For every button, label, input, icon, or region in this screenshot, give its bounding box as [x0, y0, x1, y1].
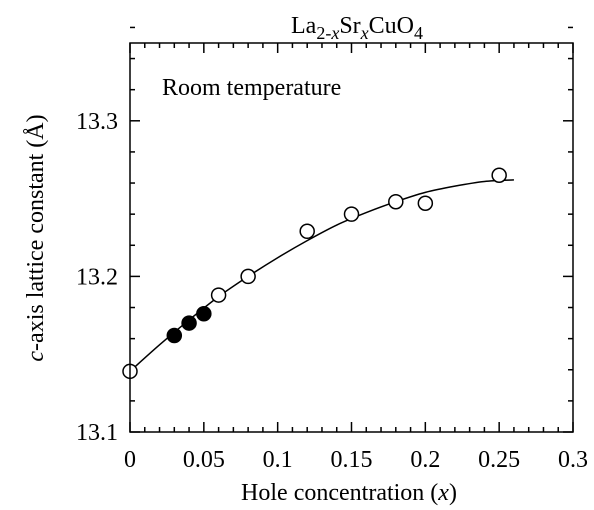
title-part-sub-x2: x — [360, 23, 369, 43]
open-data-point — [343, 206, 360, 222]
title-part-la: La — [291, 13, 317, 39]
y-tick-label: 13.3 — [76, 109, 118, 135]
x-tick-label: 0.3 — [558, 447, 588, 473]
x-tick-label: 0.15 — [331, 447, 373, 473]
x-tick-label: 0.1 — [263, 447, 293, 473]
x-axis-label-suffix: ) — [449, 480, 457, 506]
filled-data-point — [181, 315, 197, 331]
annotation-room-temperature: Room temperature — [162, 75, 341, 101]
title-part-sr: Sr — [339, 13, 360, 39]
y-axis-label-var: c — [23, 351, 49, 362]
title-part-sub-2: 2- — [316, 23, 331, 43]
title-part-sub-4: 4 — [414, 23, 423, 43]
y-tick-label: 13.2 — [76, 264, 118, 290]
open-data-point — [417, 195, 434, 212]
y-axis-label: c-axis lattice constant (Å) — [23, 114, 49, 361]
tick-labels: 0 0.05 0.1 0.15 0.2 0.25 0.3 13.1 13.2 13.3 — [76, 109, 588, 473]
open-data-point — [491, 167, 507, 184]
chart-title: La2-xSrxCuO4 — [291, 13, 423, 43]
y-axis-label-rest: -axis lattice constant (Å) — [23, 114, 49, 351]
title-part-cuo: CuO — [369, 13, 414, 39]
y-tick-label: 13.1 — [76, 420, 118, 446]
x-tick-label: 0.05 — [183, 447, 225, 473]
open-data-point — [388, 193, 404, 210]
filled-data-point — [196, 305, 212, 322]
open-data-point — [240, 268, 256, 285]
x-axis-label-var: x — [437, 480, 449, 506]
plot-frame — [129, 42, 574, 433]
data-markers — [122, 167, 507, 380]
fit-curve — [129, 179, 514, 372]
filled-data-point — [166, 327, 183, 344]
x-axis-label: Hole concentration (x) — [241, 480, 457, 506]
x-tick-label: 0.25 — [478, 447, 520, 473]
x-tick-label: 0 — [124, 447, 136, 473]
title-part-sub-x: x — [330, 23, 339, 43]
open-data-point — [210, 287, 227, 303]
x-axis-label-prefix: Hole concentration ( — [241, 480, 438, 506]
open-data-point — [299, 223, 315, 240]
x-tick-label: 0.2 — [410, 447, 440, 473]
